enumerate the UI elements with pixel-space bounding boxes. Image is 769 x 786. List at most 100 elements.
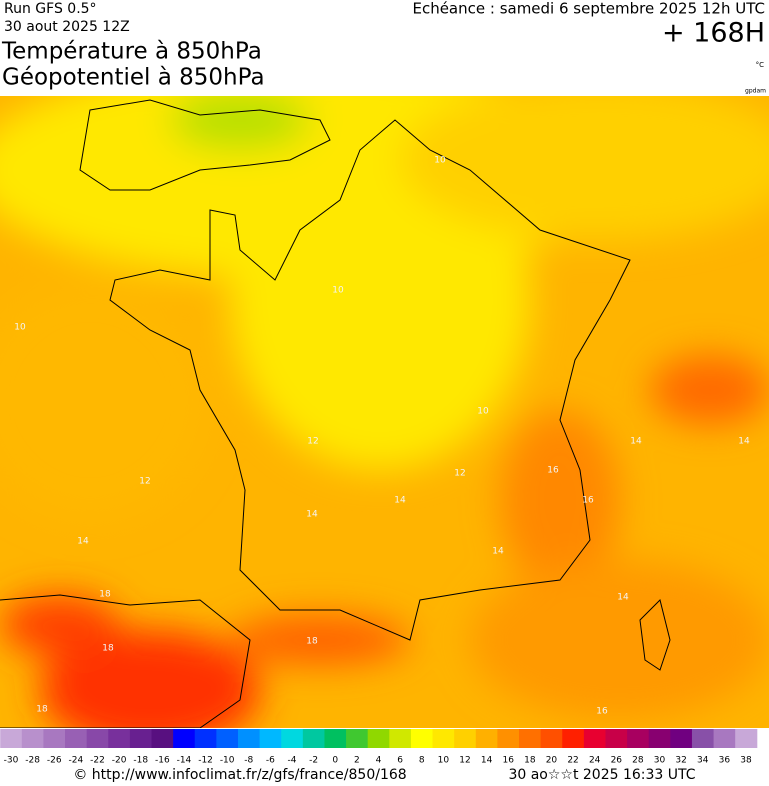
run-label: Run GFS 0.5° — [4, 1, 97, 17]
color-swatch — [43, 729, 66, 748]
legend-label: -6 — [266, 756, 275, 766]
legend-label: -8 — [244, 756, 253, 766]
color-swatch — [367, 729, 390, 748]
legend-label: -22 — [90, 756, 105, 766]
unit: °C — [756, 61, 765, 69]
legend-label: -16 — [155, 756, 170, 766]
color-swatch — [259, 729, 282, 748]
color-swatch — [735, 729, 758, 748]
legend-label: 38 — [740, 756, 752, 766]
legend-label: 26 — [611, 756, 623, 766]
title: Température à 850hPa — [1, 39, 262, 65]
legend-label: 18 — [524, 756, 536, 766]
legend-label: 4 — [376, 756, 382, 766]
legend-label: 34 — [697, 756, 709, 766]
contour-label: 14 — [492, 547, 504, 557]
lead-time: + 168H — [662, 18, 765, 49]
color-swatch — [173, 729, 196, 748]
color-swatch — [237, 729, 261, 748]
color-swatch — [129, 729, 153, 748]
color-swatch — [281, 729, 304, 748]
contour-label: 16 — [582, 496, 594, 506]
legend-label: 36 — [719, 756, 731, 766]
color-swatch — [216, 729, 239, 748]
contour-label: 14 — [306, 510, 318, 520]
color-swatch — [346, 729, 369, 748]
legend-label: 30 — [654, 756, 666, 766]
contour-label: 18 — [36, 705, 48, 715]
contour-label: 12 — [307, 437, 318, 447]
contour-label: 18 — [306, 637, 318, 647]
color-swatch — [0, 729, 23, 748]
color-swatch — [562, 729, 585, 748]
color-swatch — [605, 729, 628, 748]
legend-label: 16 — [502, 756, 514, 766]
color-swatch — [65, 729, 88, 748]
legend-label: 20 — [546, 756, 558, 766]
color-bar: -30 -28 -26 -24 -22 -20 -18 -16 -14 -12 -10 -8 -6 -4-… — [0, 729, 758, 766]
legend-label: 8 — [419, 756, 425, 766]
legend-label: 2 — [354, 756, 360, 766]
color-swatch — [670, 729, 693, 748]
color-swatch — [691, 729, 715, 748]
contour-label: 10 — [434, 156, 446, 166]
legend-label: -10 — [220, 756, 235, 766]
legend-label: 6 — [397, 756, 403, 766]
color-swatch — [519, 729, 542, 748]
color-swatch — [627, 729, 650, 748]
contour-label: 12 — [454, 469, 465, 479]
contour-label: 18 — [99, 590, 111, 600]
contour-label: 10 — [14, 323, 26, 333]
color-swatch — [497, 729, 520, 748]
color-swatch — [648, 729, 671, 748]
subtitle: Géopotentiel à 850hPa — [2, 65, 265, 91]
contour-label: 14 — [630, 437, 642, 447]
color-swatch — [324, 729, 347, 748]
contour-label: 14 — [738, 437, 750, 447]
legend-label: 10 — [438, 756, 450, 766]
color-swatch — [454, 729, 477, 748]
color-swatch — [432, 729, 455, 748]
color-swatch — [302, 729, 325, 748]
color-swatch — [86, 729, 109, 748]
color-swatch — [713, 729, 736, 748]
legend-label: -24 — [69, 756, 84, 766]
legend-label: -30 — [4, 756, 19, 766]
color-swatch — [540, 729, 563, 748]
legend-label: 24 — [589, 756, 601, 766]
valid-time: Echéance : samedi 6 septembre 2025 12h U… — [412, 0, 765, 18]
legend-label: -28 — [25, 756, 40, 766]
legend-label: 22 — [567, 756, 578, 766]
contour-label: 16 — [596, 707, 608, 717]
footer-stamp: 30 ao☆☆t 2025 16:33 UTC — [508, 767, 695, 783]
contour-label: 14 — [394, 496, 406, 506]
contour-label: 10 — [477, 407, 489, 417]
legend-label: 14 — [481, 756, 493, 766]
legend-label: -14 — [177, 756, 192, 766]
legend-label: 12 — [459, 756, 470, 766]
legend-label: -4 — [288, 756, 297, 766]
contour-label: 16 — [547, 466, 559, 476]
color-swatch — [194, 729, 217, 748]
contour-label: 18 — [102, 644, 114, 654]
contour-labels: 10 10 10 10 12 12 12 14 14 14 14 14 14 14 16 16 16 18 18 18… — [14, 156, 750, 717]
color-swatch — [583, 729, 606, 748]
color-swatch — [410, 729, 434, 748]
contour-label: 12 — [139, 477, 150, 487]
legend-label: -12 — [198, 756, 213, 766]
legend-label: -20 — [112, 756, 127, 766]
legend-label: -18 — [133, 756, 148, 766]
contour-label: 14 — [77, 537, 89, 547]
legend-label: -26 — [47, 756, 62, 766]
run-date: 30 aout 2025 12Z — [4, 19, 130, 35]
color-swatch — [475, 729, 498, 748]
color-swatch — [21, 729, 44, 748]
contour-label: 10 — [332, 286, 344, 296]
map-field — [0, 96, 769, 728]
color-swatch — [151, 729, 174, 748]
contour-label: 14 — [617, 593, 629, 603]
color-swatch — [389, 729, 412, 748]
credit: gpdam — [745, 88, 766, 95]
legend-label: 32 — [675, 756, 686, 766]
